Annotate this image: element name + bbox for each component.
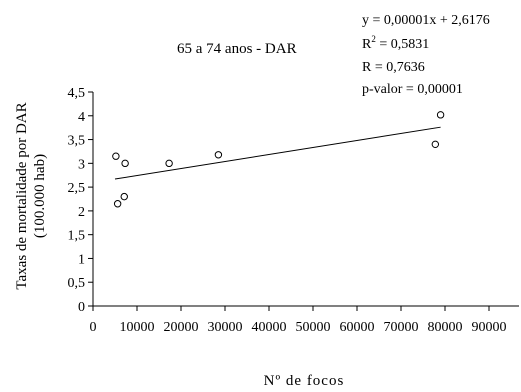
y-tick-label: 2,5: [68, 181, 86, 196]
data-point: [121, 159, 129, 168]
y-tick-label: 3,5: [68, 134, 86, 149]
data-point: [431, 140, 440, 149]
y-tick-label: 0,5: [68, 276, 86, 291]
y-tick-label: 3: [78, 157, 85, 172]
y-tick-label: 2: [78, 205, 85, 220]
data-point: [214, 151, 223, 159]
x-tick-label: 40000: [252, 320, 287, 335]
data-point: [436, 111, 445, 119]
y-tick-label: 0: [78, 300, 85, 315]
trendline-group: [114, 126, 441, 180]
data-points: [112, 111, 445, 208]
y-axis-title-line2: (100.000 hab): [32, 154, 48, 238]
x-tick-label: 90000: [472, 320, 507, 335]
y-tick-label: 1: [78, 252, 85, 267]
x-tick-label: 60000: [340, 320, 375, 335]
data-point: [120, 192, 128, 201]
chart-title: 65 a 74 anos - DAR: [177, 41, 297, 57]
y-tick-label: 1,5: [68, 229, 86, 244]
data-point: [112, 152, 120, 160]
axes: 0 0,5 1 1,5 2 2,5 3 3,5 4 4,5 0 10000 20000 30000 4000…: [68, 86, 519, 335]
x-tick-label: 0: [90, 320, 97, 335]
regression-equation: y = 0,00001x + 2,6176: [362, 13, 490, 28]
x-tick-label: 70000: [384, 320, 419, 335]
y-tick-label: 4,5: [68, 86, 86, 101]
y-axis-title-line1: Taxas de mortalidade por DAR: [14, 102, 30, 289]
x-tick-label: 50000: [296, 320, 331, 335]
x-axis-title: Nº de focos: [264, 373, 345, 389]
r-value-label: R = 0,7636: [362, 60, 425, 75]
x-tick-label: 30000: [208, 320, 243, 335]
data-point: [113, 200, 122, 208]
x-tick-label: 80000: [428, 320, 463, 335]
y-axis-title: Taxas de mortalidade por DAR (100.000 ha…: [14, 102, 48, 289]
x-tick-label: 20000: [164, 320, 199, 335]
y-tick-label: 4: [78, 110, 85, 125]
p-value-label: p-valor = 0,00001: [362, 82, 463, 97]
x-tick-label: 10000: [120, 320, 155, 335]
regression-stats: y = 0,00001x + 2,6176 R2 = 0,5831 R = 0,…: [362, 13, 490, 97]
r-squared-label: R2 = 0,5831: [362, 34, 429, 52]
data-point: [165, 159, 173, 168]
trendline: [114, 126, 441, 180]
